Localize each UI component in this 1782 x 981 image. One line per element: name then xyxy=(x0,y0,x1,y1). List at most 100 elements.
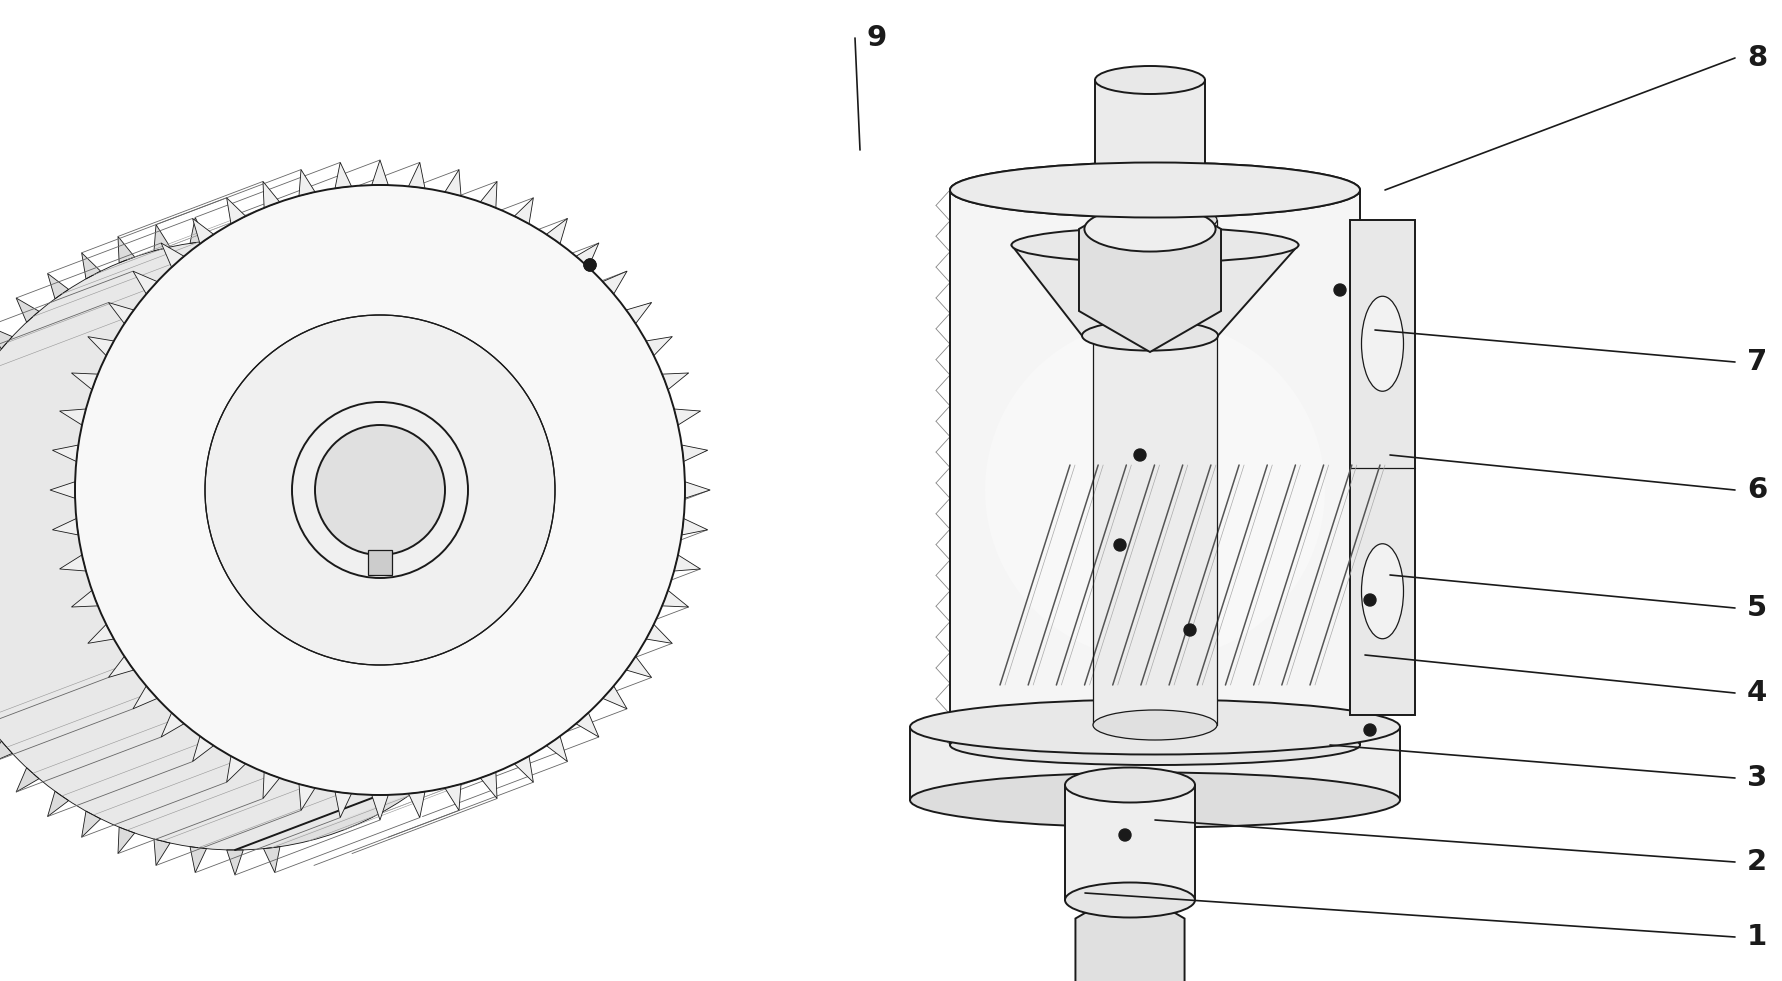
Polygon shape xyxy=(160,713,184,737)
Polygon shape xyxy=(48,792,69,816)
Polygon shape xyxy=(683,519,707,535)
Polygon shape xyxy=(50,482,75,498)
Polygon shape xyxy=(226,850,244,875)
Ellipse shape xyxy=(911,699,1401,754)
Polygon shape xyxy=(191,218,207,243)
Polygon shape xyxy=(663,373,688,389)
Ellipse shape xyxy=(1092,710,1217,740)
Ellipse shape xyxy=(1361,296,1404,391)
Polygon shape xyxy=(264,218,280,243)
Ellipse shape xyxy=(1085,206,1215,251)
Circle shape xyxy=(1114,539,1126,551)
Circle shape xyxy=(205,315,554,665)
Text: 1: 1 xyxy=(1746,923,1768,951)
Text: 9: 9 xyxy=(868,24,887,52)
Polygon shape xyxy=(647,336,672,356)
Polygon shape xyxy=(226,198,246,224)
Ellipse shape xyxy=(1361,543,1404,639)
Text: 3: 3 xyxy=(1746,764,1768,792)
Ellipse shape xyxy=(950,163,1360,218)
Polygon shape xyxy=(683,445,707,461)
Text: 4: 4 xyxy=(1746,679,1768,707)
FancyBboxPatch shape xyxy=(1092,220,1217,725)
Polygon shape xyxy=(1076,887,1185,981)
Polygon shape xyxy=(481,181,497,208)
Polygon shape xyxy=(408,163,424,188)
Polygon shape xyxy=(481,772,497,799)
Polygon shape xyxy=(82,811,100,837)
Polygon shape xyxy=(153,225,169,251)
Polygon shape xyxy=(264,847,280,872)
Polygon shape xyxy=(299,784,315,810)
Polygon shape xyxy=(372,160,388,185)
Text: 7: 7 xyxy=(1746,348,1768,376)
Polygon shape xyxy=(134,686,157,709)
FancyBboxPatch shape xyxy=(950,190,1360,745)
Polygon shape xyxy=(264,181,280,208)
Polygon shape xyxy=(547,736,567,761)
Circle shape xyxy=(292,402,469,578)
Text: 6: 6 xyxy=(1746,476,1768,504)
Circle shape xyxy=(1363,594,1376,606)
Text: 8: 8 xyxy=(1746,44,1768,72)
Ellipse shape xyxy=(1066,883,1196,917)
Ellipse shape xyxy=(1092,205,1217,235)
Text: 5: 5 xyxy=(1746,594,1768,622)
Polygon shape xyxy=(602,271,627,294)
Ellipse shape xyxy=(1012,228,1299,263)
Polygon shape xyxy=(52,445,78,461)
Polygon shape xyxy=(625,656,652,678)
Polygon shape xyxy=(71,591,98,607)
FancyBboxPatch shape xyxy=(911,727,1401,800)
Polygon shape xyxy=(674,555,700,571)
Polygon shape xyxy=(16,768,39,792)
Polygon shape xyxy=(153,839,169,865)
Polygon shape xyxy=(446,170,462,196)
Polygon shape xyxy=(647,624,672,644)
Circle shape xyxy=(1183,624,1196,636)
Circle shape xyxy=(584,259,595,271)
Circle shape xyxy=(75,185,684,795)
Polygon shape xyxy=(192,219,214,244)
Polygon shape xyxy=(191,847,207,872)
Polygon shape xyxy=(674,409,700,425)
Polygon shape xyxy=(226,756,246,782)
Polygon shape xyxy=(59,409,86,425)
Polygon shape xyxy=(59,555,86,571)
Ellipse shape xyxy=(1094,66,1205,94)
Circle shape xyxy=(0,240,540,850)
Polygon shape xyxy=(52,519,78,535)
Text: 2: 2 xyxy=(1746,848,1768,876)
Polygon shape xyxy=(87,624,114,644)
Polygon shape xyxy=(118,827,135,853)
Polygon shape xyxy=(299,170,315,196)
Polygon shape xyxy=(408,792,424,817)
Polygon shape xyxy=(192,736,214,761)
Circle shape xyxy=(1119,829,1132,841)
Polygon shape xyxy=(515,756,533,782)
Polygon shape xyxy=(576,243,599,267)
Polygon shape xyxy=(82,253,100,279)
Polygon shape xyxy=(663,591,688,607)
Polygon shape xyxy=(87,336,114,356)
Polygon shape xyxy=(625,302,652,324)
Polygon shape xyxy=(684,482,709,498)
Polygon shape xyxy=(1012,245,1299,336)
Polygon shape xyxy=(226,215,244,240)
Circle shape xyxy=(315,425,446,555)
Ellipse shape xyxy=(950,725,1360,765)
Polygon shape xyxy=(266,186,684,849)
Ellipse shape xyxy=(1066,767,1196,802)
Polygon shape xyxy=(0,326,12,349)
Ellipse shape xyxy=(1094,176,1205,204)
Polygon shape xyxy=(372,795,388,820)
Ellipse shape xyxy=(1082,321,1219,350)
Polygon shape xyxy=(264,772,280,799)
Polygon shape xyxy=(109,656,134,678)
Polygon shape xyxy=(335,163,351,188)
Polygon shape xyxy=(48,274,69,299)
Circle shape xyxy=(1335,284,1345,296)
Polygon shape xyxy=(71,373,98,389)
Polygon shape xyxy=(160,243,184,267)
Polygon shape xyxy=(602,686,627,709)
